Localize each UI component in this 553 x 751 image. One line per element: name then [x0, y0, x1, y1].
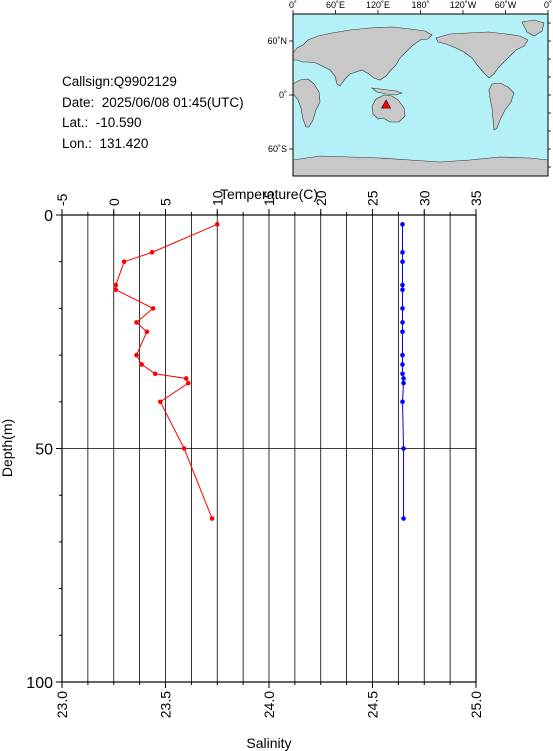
series-point-0 [139, 362, 144, 367]
land-europe-asia [292, 26, 433, 87]
map-lat-label: 60˚S [268, 144, 287, 154]
location-map: 0˚ 60˚E 120˚E 180˚ 120˚W 60˚W 0˚ 60˚N 0˚ 60˚S [267, 0, 552, 177]
series-point-0 [144, 329, 150, 335]
bottom-axis-title: Salinity [246, 735, 291, 751]
map-lon-label: 120˚W [450, 0, 477, 10]
y-axis-tick-label: 100 [26, 675, 53, 692]
series-point-1 [400, 320, 405, 325]
series-point-0 [181, 446, 187, 451]
land-south-america [488, 82, 515, 131]
float-position-marker [381, 99, 392, 109]
map-lon-label: 180˚ [411, 0, 429, 10]
land-australia [371, 94, 406, 123]
chart-grid [62, 215, 476, 682]
bottom-axis-tick-label: 23.5 [158, 691, 174, 718]
map-lon-label: 60˚W [495, 0, 517, 10]
land-indonesia [370, 87, 403, 96]
y-axis-tick-label: 0 [44, 208, 53, 225]
series-point-0 [185, 380, 191, 386]
series-point-1 [400, 250, 405, 255]
date-text: Date: 2025/06/08 01:45(UTC) [62, 94, 244, 110]
series-point-1 [400, 329, 405, 335]
map-lon-label: 120˚E [366, 0, 390, 10]
series-point-0 [134, 352, 139, 358]
float-info: Callsign:Q9902129 Date: 2025/06/08 01:45… [62, 72, 244, 154]
bottom-axis-tick-label: 24.0 [261, 691, 277, 718]
series-point-0 [150, 306, 156, 311]
map-lon-label: 0˚ [544, 0, 552, 10]
map-lon-label: 0˚ [289, 0, 297, 10]
chart-series [113, 222, 406, 521]
series-point-1 [401, 380, 406, 386]
series-point-1 [400, 306, 405, 311]
map-lat-label: 0˚ [279, 90, 287, 100]
series-point-1 [400, 371, 405, 377]
land-north-america [435, 31, 529, 79]
series-point-1 [400, 282, 405, 288]
series-line-0 [115, 223, 218, 519]
map-lon-label: 60˚E [326, 0, 345, 10]
series-point-0 [121, 259, 127, 265]
land-greenland [521, 19, 545, 37]
series-point-1 [400, 362, 405, 367]
series-point-1 [400, 399, 405, 405]
series-point-0 [152, 371, 158, 377]
bottom-axis-tick-label: 25.0 [468, 691, 484, 718]
map-ticks [289, 10, 551, 168]
series-point-0 [158, 399, 163, 405]
series-point-0 [214, 222, 220, 227]
series-point-0 [183, 376, 189, 381]
series-point-0 [113, 287, 119, 293]
float-marker-icon [381, 99, 392, 109]
y-axis-tick-label: 50 [35, 442, 53, 459]
series-point-0 [113, 282, 119, 288]
bottom-axis-tick-label: 24.5 [365, 691, 381, 718]
series-point-1 [401, 516, 406, 521]
axis-ticks [56, 209, 477, 688]
series-point-0 [134, 320, 139, 325]
series-point-0 [149, 250, 155, 255]
lat-text: Lat.: -10.590 [62, 115, 142, 130]
y-axis-title: Depth(m) [0, 419, 15, 477]
series-point-1 [401, 446, 406, 451]
map-landmasses [292, 19, 549, 177]
series-point-1 [400, 259, 405, 265]
series-point-1 [400, 352, 405, 358]
series-point-1 [401, 376, 406, 381]
series-line-1 [402, 224, 405, 519]
land-africa [292, 78, 321, 128]
map-labels: 0˚ 60˚E 120˚E 180˚ 120˚W 60˚W 0˚ 60˚N 0˚ 60˚S [267, 0, 552, 154]
plot-frame [61, 214, 477, 683]
series-point-0 [209, 516, 215, 521]
callsign-text: Callsign:Q9902129 [62, 74, 177, 89]
series-point-1 [400, 287, 405, 293]
lon-text: Lon.: 131.420 [62, 135, 149, 151]
map-lat-label: 60˚N [267, 36, 287, 46]
series-point-1 [400, 222, 405, 227]
bottom-axis-tick-label: 23.0 [54, 691, 70, 718]
